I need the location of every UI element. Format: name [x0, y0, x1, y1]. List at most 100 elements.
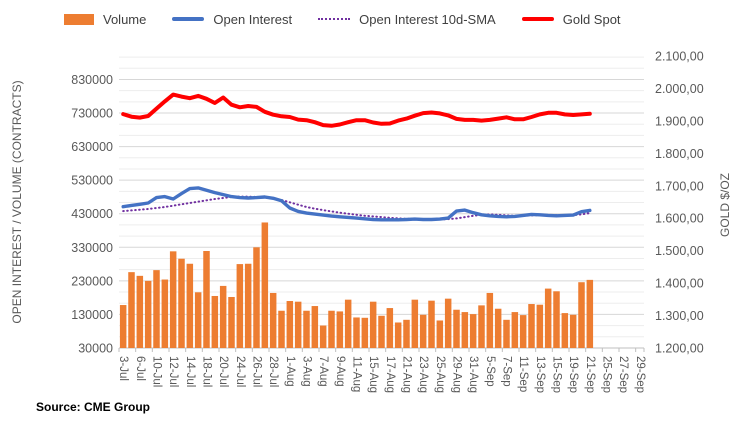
volume-bar — [469, 314, 477, 348]
y-left-tick-label: 30000 — [78, 342, 113, 356]
y-right-tick-label: 2.000,00 — [655, 82, 704, 96]
volume-bar — [178, 258, 185, 348]
y-right-tick-label: 1.300,00 — [655, 309, 704, 323]
source-note: Source: CME Group — [36, 400, 151, 414]
volume-bar — [253, 247, 260, 348]
y-right-tick-label: 1.400,00 — [655, 277, 704, 291]
volume-bar — [286, 301, 294, 348]
legend-item-open-interest: Open Interest — [172, 12, 292, 27]
volume-bar — [119, 305, 127, 348]
legend-label: Gold Spot — [562, 11, 621, 27]
x-tick-label: 13-Sep — [534, 356, 546, 393]
volume-bar — [244, 263, 252, 348]
volume-bar — [186, 263, 194, 348]
legend-item-volume: Volume — [64, 12, 146, 27]
volume-bar — [419, 314, 427, 348]
volume-bar — [161, 279, 169, 348]
chart-legend: Volume Open Interest Open Interest 10d-SMA… — [64, 8, 621, 30]
volume-bar — [486, 292, 494, 348]
volume-bar — [236, 264, 244, 348]
volume-bar — [319, 325, 327, 348]
x-tick-label: 10-Jul — [151, 356, 163, 387]
legend-swatch-icon — [521, 17, 554, 21]
x-tick-label: 9-Aug — [334, 356, 346, 387]
legend-label: Open Interest 10d-SMA — [359, 11, 496, 27]
x-tick-label: 3-Aug — [301, 356, 313, 387]
volume-bar — [136, 275, 144, 348]
x-tick-label: 15-Aug — [367, 356, 379, 393]
volume-bar — [353, 317, 360, 348]
volume-bar — [153, 270, 160, 348]
volume-bar — [528, 304, 535, 348]
x-tick-label: 23-Aug — [417, 356, 429, 393]
open-interest-line — [121, 186, 592, 222]
x-tick-label: 24-Jul — [234, 356, 246, 387]
volume-bar — [311, 306, 319, 348]
volume-bar — [494, 308, 502, 348]
y-left-tick-label: 230000 — [71, 274, 113, 288]
x-tick-label: 18-Jul — [201, 356, 213, 387]
volume-bar — [261, 222, 269, 348]
right-axis-labels: 1.200,00 1.300,00 1.400,00 1.500,00 1.600,00… — [655, 50, 704, 356]
volume-bar — [453, 309, 460, 348]
x-tick-label: 29-Sep — [634, 356, 646, 393]
volume-bar — [203, 251, 210, 348]
x-tick-label: 31-Aug — [467, 356, 479, 393]
volume-bar — [269, 292, 277, 348]
volume-bar — [278, 310, 285, 348]
volume-bar — [411, 299, 419, 348]
legend-label: Open Interest — [213, 11, 293, 27]
x-tick-label: 14-Jul — [184, 356, 196, 387]
volume-bar — [428, 300, 435, 348]
y-left-tick-label: 630000 — [71, 140, 113, 154]
volume-bar — [194, 292, 202, 348]
volume-bar — [369, 301, 377, 348]
volume-bar — [436, 320, 444, 348]
x-tick-label: 12-Jul — [167, 356, 179, 387]
y-left-tick-label: 830000 — [71, 73, 113, 87]
volume-bar — [478, 305, 485, 348]
volume-bar — [444, 298, 452, 348]
volume-bar — [403, 319, 410, 348]
volume-bar — [144, 280, 152, 348]
volume-bar — [294, 301, 302, 348]
volume-bar — [536, 304, 544, 348]
x-tick-label: 19-Sep — [567, 356, 579, 393]
x-tick-label: 20-Jul — [217, 356, 229, 387]
gold-spot-line — [121, 92, 592, 128]
y-right-tick-label: 1.700,00 — [655, 179, 704, 193]
y-right-tick-label: 1.600,00 — [655, 212, 704, 226]
volume-bar — [386, 308, 394, 348]
x-tick-label: 7-Aug — [317, 356, 329, 387]
y-right-tick-label: 2.100,00 — [655, 50, 704, 64]
volume-bar — [211, 295, 219, 348]
x-tick-label: 3-Jul — [117, 356, 129, 381]
x-tick-label: 21-Sep — [584, 356, 596, 393]
volume-bar — [586, 279, 594, 348]
volume-bar — [169, 251, 177, 348]
x-tick-label: 26-Jul — [251, 356, 263, 387]
x-tick-label: 1-Aug — [284, 356, 296, 387]
right-axis-title: GOLD $/OZ — [718, 173, 732, 237]
x-tick-label: 6-Jul — [134, 356, 146, 381]
volume-bar — [578, 282, 585, 348]
x-axis-labels: 3-Jul 6-Jul 10-Jul 12-Jul 14-Jul 18-Jul 20-Jul… — [117, 356, 646, 393]
volume-bars — [119, 222, 594, 348]
left-axis-labels: 30000 130000 230000 330000 430000 530000 63000… — [71, 73, 113, 356]
y-right-tick-label: 1.800,00 — [655, 147, 704, 161]
volume-bar — [328, 310, 335, 348]
y-left-tick-label: 530000 — [71, 174, 113, 188]
x-tick-label: 29-Aug — [451, 356, 463, 393]
x-tick-label: 28-Jul — [267, 356, 279, 387]
volume-bar — [361, 317, 369, 348]
volume-bar — [461, 312, 469, 348]
y-left-tick-label: 330000 — [71, 241, 113, 255]
volume-bar — [394, 322, 402, 348]
legend-swatch-icon — [64, 13, 94, 25]
volume-bar — [569, 314, 577, 348]
legend-swatch-icon — [318, 18, 351, 20]
volume-bar — [303, 310, 310, 348]
volume-bar — [219, 285, 227, 348]
y-right-tick-label: 1.200,00 — [655, 342, 704, 356]
